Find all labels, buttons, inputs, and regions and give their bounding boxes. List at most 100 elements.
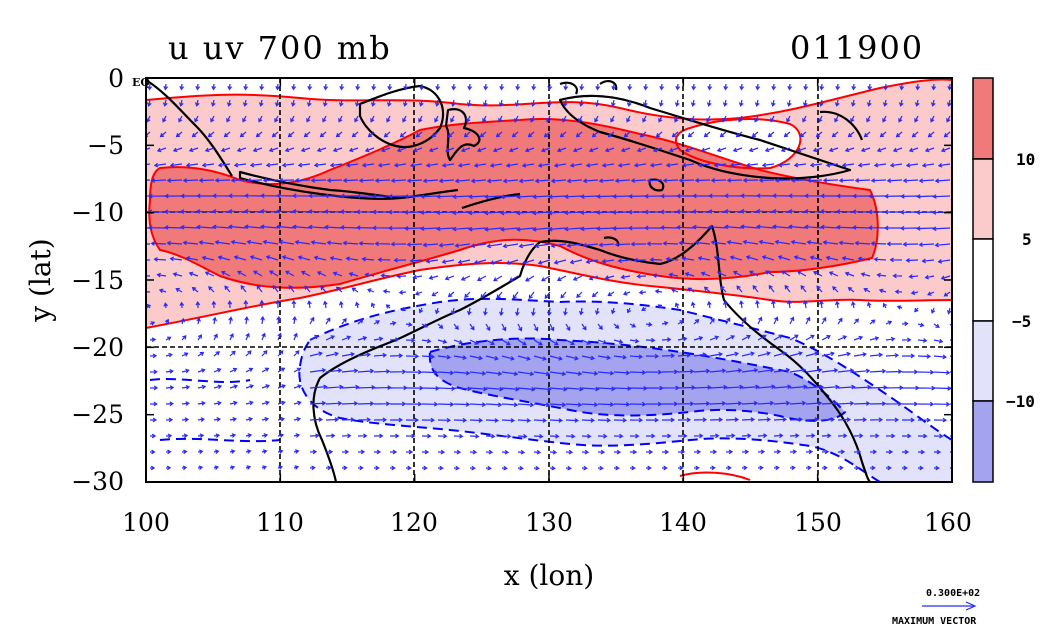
wind-vector [292, 193, 311, 199]
wind-vector [821, 351, 835, 357]
wind-vector [197, 465, 204, 471]
wind-vector [323, 209, 343, 214]
wind-vector [149, 337, 157, 343]
wind-vector [325, 368, 343, 373]
wind-vector [629, 433, 640, 439]
wind-vector [803, 208, 823, 214]
wind-vector [628, 225, 647, 231]
wind-vector [818, 115, 823, 123]
wind-vector [630, 178, 647, 184]
wind-vector [882, 115, 887, 123]
wind-vector [149, 385, 159, 391]
wind-vector [179, 209, 199, 214]
wind-vector [389, 353, 404, 359]
wind-vector [725, 368, 743, 373]
wind-vector [569, 259, 583, 265]
wind-vector [226, 115, 231, 123]
wind-vector [809, 162, 823, 168]
wind-vector [288, 285, 295, 293]
wind-vector [643, 83, 649, 91]
wind-vector [626, 115, 631, 123]
wind-vector [676, 193, 694, 199]
wind-vector [613, 433, 624, 439]
wind-vector [338, 300, 344, 309]
wind-vector [357, 352, 371, 358]
wind-vector [149, 449, 156, 455]
wind-vector [261, 384, 270, 389]
wind-vector [467, 210, 487, 216]
wind-vector [709, 351, 724, 357]
wind-vector [374, 241, 391, 247]
wind-vector [172, 147, 183, 153]
wind-vector [709, 401, 727, 406]
wind-vector [505, 163, 519, 168]
wind-vector [850, 301, 856, 309]
wind-vector [622, 291, 631, 296]
wind-vector [585, 259, 599, 264]
wind-vector [660, 193, 679, 199]
wind-vector [665, 162, 679, 168]
wind-vector [604, 275, 615, 280]
wind-vector [388, 225, 407, 231]
wind-vector [788, 224, 807, 230]
wind-vector [383, 131, 391, 138]
wind-vector [309, 433, 320, 439]
wind-vector [489, 163, 503, 168]
wind-vector [261, 332, 266, 341]
wind-vector [261, 367, 270, 373]
wind-vector [793, 255, 807, 261]
wind-vector [870, 241, 887, 246]
wind-vector [405, 353, 420, 359]
wind-vector [246, 239, 263, 245]
wind-vector [677, 433, 688, 439]
wind-vector [406, 465, 412, 471]
wind-vector [163, 302, 169, 309]
wind-vector [290, 115, 295, 123]
wind-vector [889, 162, 903, 168]
wind-vector [565, 355, 579, 361]
wind-vector [709, 318, 715, 325]
wind-vector [260, 193, 279, 199]
wind-vector [310, 178, 327, 183]
wind-vector [436, 226, 455, 232]
contour-lines-positive [146, 78, 952, 481]
wind-vector [580, 194, 599, 200]
wind-vector [677, 401, 695, 407]
wind-vector [675, 83, 681, 91]
wind-vector [485, 339, 495, 346]
wind-vector [518, 243, 535, 249]
wind-vector [516, 194, 535, 200]
wind-vector [389, 321, 397, 326]
wind-vector [501, 371, 519, 377]
wind-vector [505, 259, 519, 265]
wind-vector [645, 337, 656, 343]
wind-vector [310, 240, 327, 245]
wind-vector [451, 83, 457, 91]
wind-vector [148, 225, 167, 231]
wind-vector [181, 417, 190, 423]
wind-vector [901, 369, 919, 375]
wind-vector [509, 275, 519, 282]
wind-vector [756, 224, 775, 230]
wind-vector [293, 332, 298, 341]
colorbar-label: −10 [1006, 392, 1035, 411]
wind-vector [357, 433, 368, 439]
wind-vector [562, 115, 567, 123]
wind-vector [428, 275, 439, 280]
wind-vector [665, 256, 679, 262]
wind-vector [207, 131, 215, 138]
wind-vector [860, 147, 871, 153]
wind-vector [259, 83, 265, 91]
wind-vector [654, 289, 663, 294]
wind-vector [484, 226, 503, 232]
wind-vector [485, 465, 492, 471]
wind-vector [732, 270, 743, 277]
wind-vector [853, 449, 862, 455]
wind-vector [149, 369, 158, 375]
wind-vector [297, 162, 311, 168]
wind-vector [873, 162, 887, 168]
wind-vector [277, 449, 284, 454]
wind-vector [835, 83, 841, 91]
wind-vector [580, 226, 599, 232]
wind-vector [153, 162, 167, 168]
